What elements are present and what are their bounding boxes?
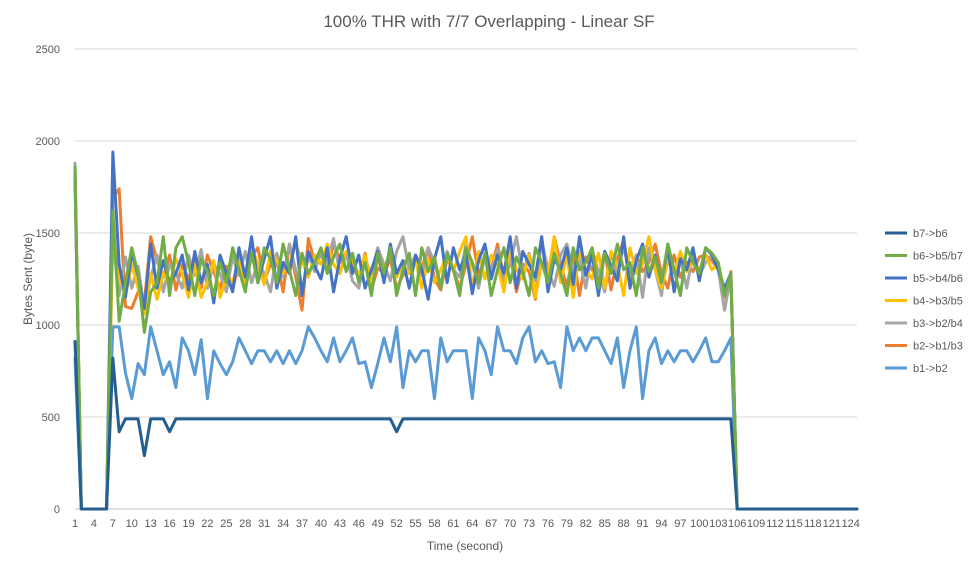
x-tick-label: 58 (428, 518, 440, 530)
y-axis-label: Bytes Sent (byte) (21, 233, 35, 325)
x-tick-label: 37 (296, 518, 308, 530)
x-tick-label: 1 (72, 518, 78, 530)
x-tick-label: 10 (126, 518, 138, 530)
x-tick-label: 88 (618, 518, 630, 530)
x-tick-label: 7 (110, 518, 116, 530)
x-tick-label: 85 (599, 518, 611, 530)
y-tick-label: 1500 (36, 228, 60, 240)
x-tick-label: 67 (485, 518, 497, 530)
x-tick-label: 28 (239, 518, 251, 530)
x-tick-label: 49 (372, 518, 384, 530)
legend-label: b4->b3/b5 (913, 296, 963, 308)
x-tick-label: 34 (277, 518, 289, 530)
x-tick-label: 61 (447, 518, 459, 530)
y-tick-label: 2000 (36, 136, 60, 148)
y-tick-label: 2500 (36, 44, 60, 56)
legend-label: b3->b2/b4 (913, 318, 963, 330)
y-tick-label: 500 (42, 412, 60, 424)
legend-label: b7->b6 (913, 228, 948, 240)
x-tick-label: 121 (823, 518, 841, 530)
x-tick-label: 82 (580, 518, 592, 530)
x-tick-label: 43 (334, 518, 346, 530)
x-tick-label: 112 (766, 518, 784, 530)
y-tick-label: 1000 (36, 320, 60, 332)
y-axis-ticks: 0 500 1000 1500 2000 2500 (36, 44, 60, 516)
x-tick-label: 19 (182, 518, 194, 530)
x-tick-label: 115 (785, 518, 803, 530)
x-tick-label: 31 (258, 518, 270, 530)
y-tick-label: 0 (54, 504, 60, 516)
x-tick-label: 100 (690, 518, 708, 530)
series-line-b7->b6 (73, 340, 859, 511)
x-tick-label: 79 (561, 518, 573, 530)
series-line-b1->b2 (73, 325, 859, 511)
x-tick-label: 76 (542, 518, 554, 530)
x-tick-label: 4 (91, 518, 97, 530)
x-tick-label: 25 (220, 518, 232, 530)
x-tick-label: 109 (747, 518, 765, 530)
legend-label: b5->b4/b6 (913, 273, 963, 285)
gridlines (75, 48, 857, 510)
x-tick-label: 16 (163, 518, 175, 530)
series-line-b6->b5/b7 (73, 165, 859, 511)
x-tick-label: 55 (409, 518, 421, 530)
x-tick-label: 97 (674, 518, 686, 530)
x-tick-label: 124 (842, 518, 860, 530)
x-tick-label: 118 (804, 518, 822, 530)
legend-label: b2->b1/b3 (913, 341, 963, 353)
x-tick-label: 91 (636, 518, 648, 530)
x-tick-label: 64 (466, 518, 478, 530)
x-axis-ticks: 1 4 7 10 13 16 19 22 25 28 31 34 37 40 43 46 49 52 55 58 61 6… (72, 518, 860, 530)
series-lines (73, 150, 859, 511)
x-tick-label: 46 (353, 518, 365, 530)
x-axis-label: Time (second) (427, 539, 503, 553)
x-tick-label: 103 (709, 518, 727, 530)
x-tick-label: 73 (523, 518, 535, 530)
x-tick-label: 22 (201, 518, 213, 530)
legend: b7->b6 b6->b5/b7 b5->b4/b6 b4->b3/b5 b3->b2/… (885, 228, 963, 375)
chart-title: 100% THR with 7/7 Overlapping - Linear S… (323, 12, 654, 31)
legend-label: b6->b5/b7 (913, 251, 963, 263)
legend-label: b1->b2 (913, 363, 948, 375)
x-tick-label: 13 (145, 518, 157, 530)
x-tick-label: 52 (391, 518, 403, 530)
x-tick-label: 40 (315, 518, 327, 530)
x-tick-label: 70 (504, 518, 516, 530)
x-tick-label: 94 (655, 518, 667, 530)
x-tick-label: 106 (728, 518, 746, 530)
